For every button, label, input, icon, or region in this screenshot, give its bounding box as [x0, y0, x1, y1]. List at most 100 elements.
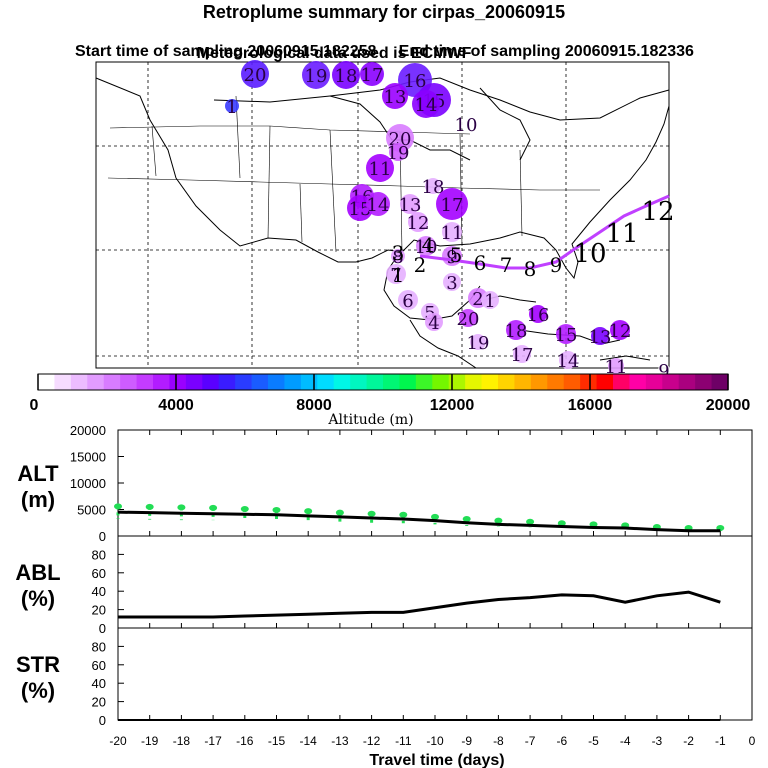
x-tick-label: -20: [109, 734, 127, 748]
altitude-spread-top: [431, 513, 439, 520]
plume-dot-label: 17: [361, 65, 384, 86]
altitude-colorbar: [37, 373, 729, 391]
plume-dot-label: 19: [467, 333, 490, 354]
colorbar-segment: [103, 374, 121, 390]
colorbar-segment: [70, 374, 88, 390]
altitude-spread-top: [557, 520, 566, 527]
colorbar-segment: [366, 374, 384, 390]
colorbar-tick-label: 16000: [568, 397, 613, 414]
colorbar-segment: [514, 374, 532, 390]
x-axis-label: Travel time (days): [369, 752, 504, 768]
x-tick-label: -17: [204, 734, 222, 748]
x-tick-label: -6: [556, 734, 567, 748]
trajectory-day-label: 7: [500, 253, 513, 277]
colorbar-segment: [218, 374, 236, 390]
coastline-segment: [479, 87, 531, 161]
altitude-spread-top: [145, 503, 154, 510]
plume-dot-label: 9: [446, 247, 457, 268]
coastline-segment: [519, 329, 621, 345]
abl-axis-label: ABL: [15, 560, 60, 585]
plume-dot-label: 12: [407, 213, 430, 234]
plume-dot: [332, 61, 360, 89]
plume-dot-label: 19: [387, 143, 410, 164]
y-tick-label: 80: [92, 639, 106, 654]
panel-frame: [117, 627, 753, 721]
colorbar-segment: [350, 374, 368, 390]
colorbar-segment: [202, 374, 220, 390]
y-tick-label: 60: [92, 566, 106, 581]
altitude-spread-top: [304, 508, 313, 515]
colorbar-segment: [547, 374, 565, 390]
colorbar-segment: [629, 374, 647, 390]
plume-dot: [559, 351, 577, 369]
plume-dot: [412, 90, 440, 118]
y-tick-label: 60: [92, 658, 106, 673]
colorbar-segment: [596, 374, 614, 390]
x-tick-label: -9: [461, 734, 472, 748]
plume-dot-label: 2: [472, 289, 483, 310]
colorbar-segment: [580, 374, 598, 390]
coastline-segment: [409, 319, 477, 369]
trajectory-day-label: 1: [392, 263, 405, 287]
plume-dot: [391, 249, 405, 263]
trajectory-day-label: 12: [641, 197, 674, 227]
met-data-label: Meteorological data used is ECMWF: [196, 45, 472, 62]
plume-dot-label: 18: [505, 321, 528, 342]
plume-dot: [459, 309, 477, 327]
trajectory-day-label: 10: [573, 239, 606, 269]
plume-dot: [366, 154, 394, 182]
plume-dot-label: 7: [390, 265, 401, 286]
trajectory-day-label: 9: [550, 253, 563, 277]
colorbar-segment: [383, 374, 401, 390]
plume-dot-label: 11: [369, 159, 392, 180]
state-border: [329, 129, 337, 253]
str-axis-unit: (%): [21, 678, 55, 703]
trajectory-day-label: 11: [605, 219, 638, 249]
plume-dot: [591, 327, 609, 345]
trajectory-day-label: 8: [524, 257, 537, 281]
plume-dot-label: 17: [511, 345, 534, 366]
trajectory-day-label: 4: [422, 233, 435, 257]
x-tick-label: -12: [363, 734, 381, 748]
x-tick-label: -5: [588, 734, 599, 748]
colorbar-tick-label: 0: [30, 397, 39, 414]
colorbar-segment: [169, 374, 187, 390]
x-tick-label: -10: [426, 734, 444, 748]
colorbar-segment: [678, 374, 696, 390]
plume-dot-label: 19: [305, 66, 328, 87]
plume-dot-label: 6: [402, 291, 413, 312]
x-tick-label: -8: [493, 734, 504, 748]
plume-dot: [425, 313, 443, 331]
plume-dot-label: 14: [367, 195, 390, 216]
mean-altitude-line: [117, 510, 721, 533]
trajectory-line: [419, 194, 670, 270]
x-tick-label: -18: [173, 734, 191, 748]
plume-dot: [425, 178, 441, 194]
altitude-spread-top: [494, 517, 503, 524]
x-tick-label: -7: [525, 734, 536, 748]
alt-axis-unit: (m): [21, 487, 55, 512]
colorbar-segment: [300, 374, 318, 390]
colorbar-segment: [563, 374, 581, 390]
map-panel: 2019181716151413120191118171615141312111…: [95, 60, 675, 382]
colorbar-segment: [695, 374, 713, 390]
plume-dot: [389, 143, 407, 161]
y-tick-label: 5000: [77, 503, 106, 518]
colorbar-segment: [54, 374, 72, 390]
colorbar-segment: [87, 374, 105, 390]
y-tick-label: 0: [99, 621, 106, 636]
plume-dot: [470, 334, 486, 350]
altitude-spread-top: [526, 518, 535, 525]
altitude-spread-top: [367, 510, 376, 517]
plume-dot-label: 11: [441, 223, 464, 244]
y-tick-label: 10000: [70, 476, 106, 491]
colorbar-segment: [530, 374, 548, 390]
colorbar-segment: [235, 374, 253, 390]
colorbar-segment: [333, 374, 351, 390]
plume-dot-label: 3: [446, 273, 457, 294]
state-border: [267, 125, 271, 239]
colorbar-segment: [136, 374, 154, 390]
y-tick-label: 20: [92, 695, 106, 710]
